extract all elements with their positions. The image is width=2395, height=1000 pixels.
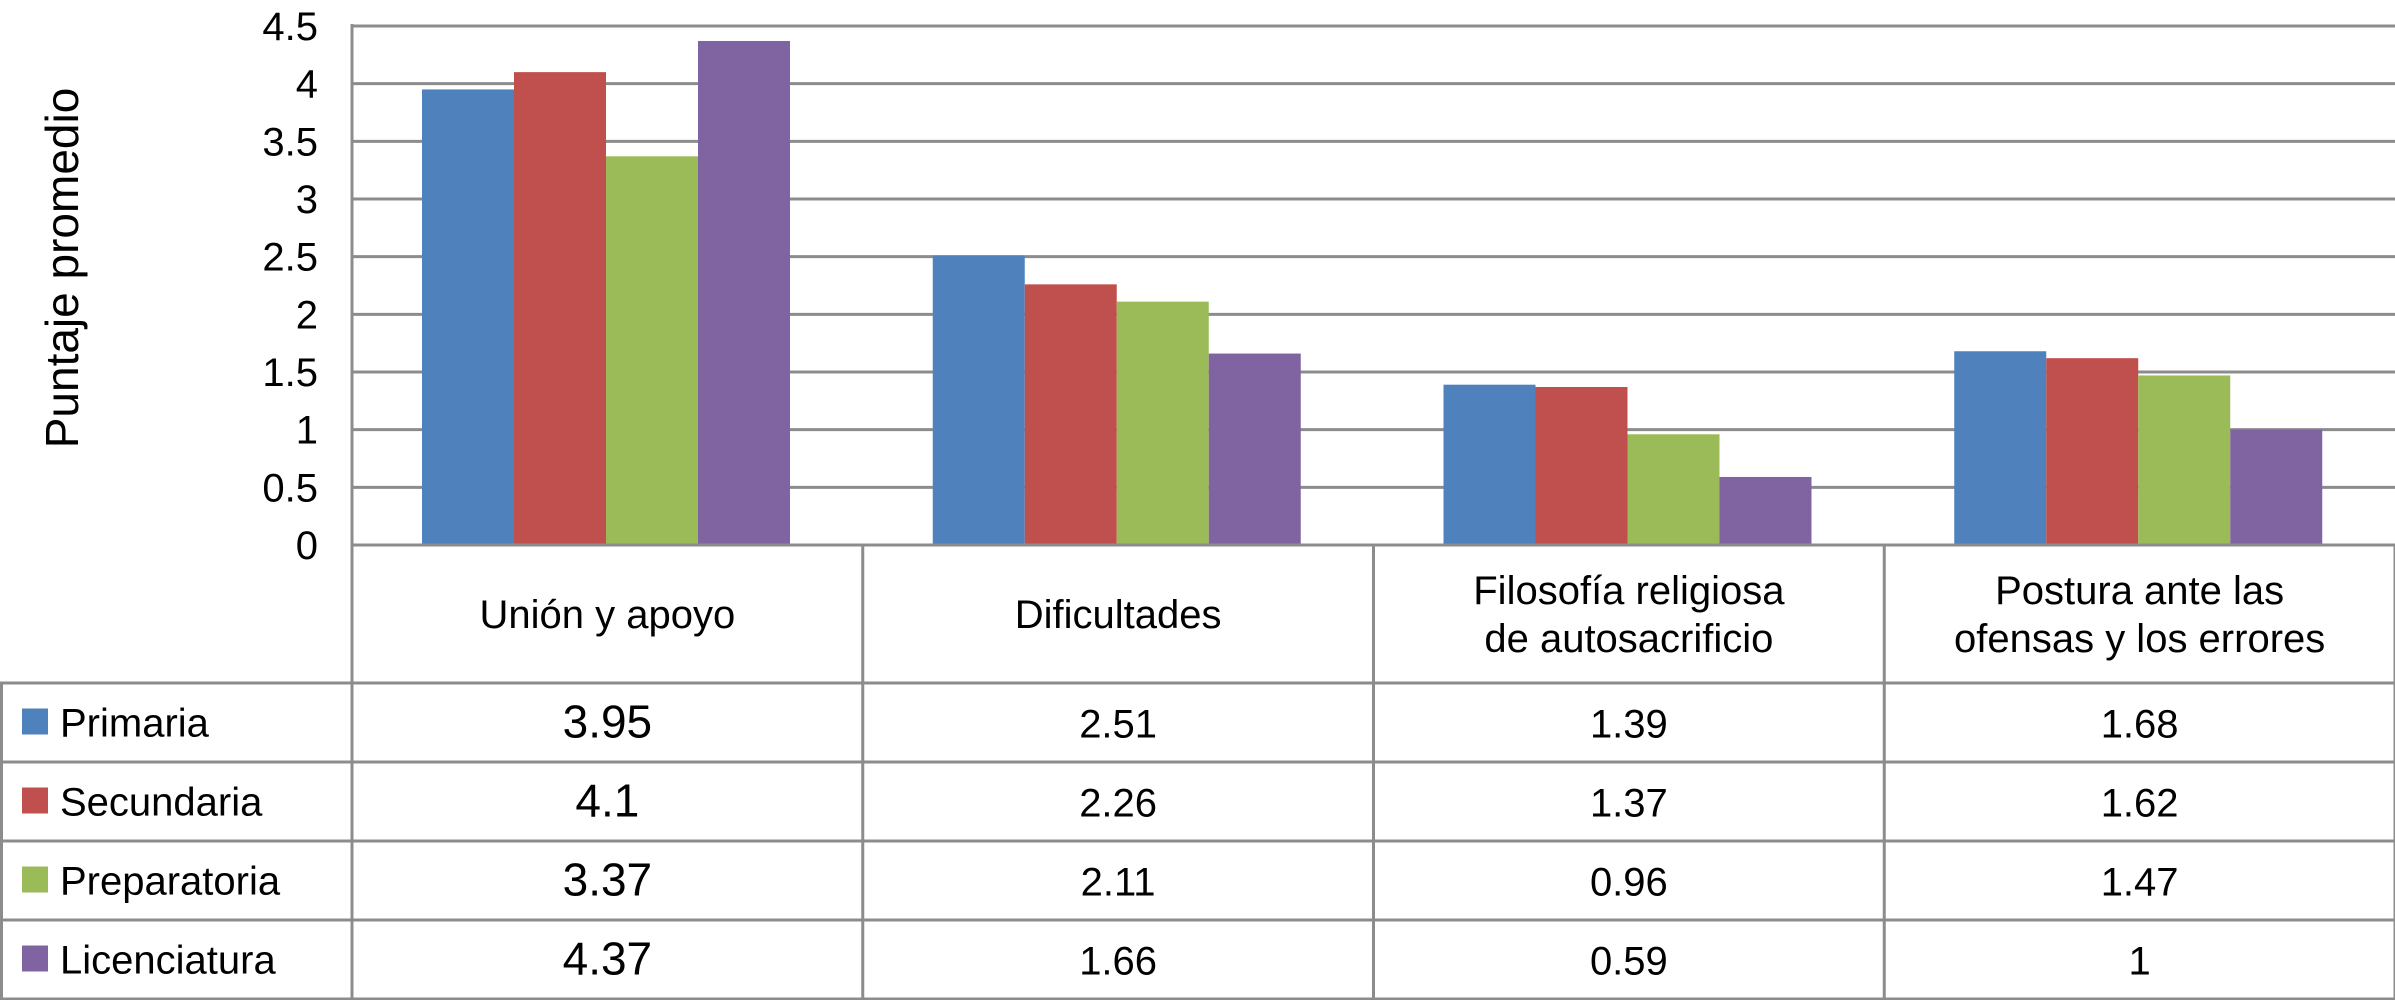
y-tick-label: 4 (296, 63, 318, 107)
y-tick-label: 0.5 (262, 466, 318, 510)
series-name: Secundaria (60, 781, 263, 825)
bar (1116, 301, 1209, 545)
y-tick-label: 1 (296, 409, 318, 453)
bar (2138, 375, 2231, 545)
data-cell-value: 1.66 (1079, 940, 1157, 984)
data-cell-value: 0.96 (1590, 861, 1668, 905)
data-cell-value: 3.95 (563, 696, 653, 748)
legend-key (22, 866, 48, 893)
data-cell-value: 1.47 (2101, 861, 2179, 905)
category-label: de autosacrificio (1484, 617, 1773, 661)
bar (2046, 358, 2139, 545)
y-tick-label: 2.5 (262, 236, 318, 280)
data-cell-value: 3.37 (563, 854, 653, 906)
bar (1443, 384, 1536, 545)
y-tick-label: 3.5 (262, 120, 318, 164)
data-cell-value: 1.39 (1590, 703, 1668, 747)
bar (514, 72, 606, 545)
data-cell-value: 0.59 (1590, 940, 1668, 984)
series-name: Preparatoria (60, 860, 281, 904)
category-label: ofensas y los errores (1954, 617, 2325, 661)
bars (422, 40, 2323, 545)
bar (606, 156, 698, 545)
data-cell-value: 1.68 (2101, 703, 2179, 747)
series-name: Licenciatura (60, 939, 276, 983)
y-tick-label: 1.5 (262, 351, 318, 395)
data-cell-value: 4.1 (575, 775, 639, 827)
data-cell-value: 2.11 (1081, 861, 1156, 905)
data-cell-value: 1 (2129, 940, 2151, 984)
data-cell-value: 1.62 (2101, 782, 2179, 826)
legend-key (22, 787, 48, 814)
category-label: Unión y apoyo (480, 593, 736, 637)
y-tick-label: 2 (296, 293, 318, 337)
bar (1208, 353, 1301, 545)
bar (1719, 476, 1812, 545)
bar (2230, 429, 2323, 545)
bar (422, 89, 514, 545)
y-tick-label: 0 (296, 524, 318, 568)
data-cell-value: 1.37 (1590, 782, 1668, 826)
bar (1024, 284, 1117, 545)
data-cell-value: 4.37 (563, 933, 653, 985)
bar (932, 255, 1025, 545)
y-tick-label: 3 (296, 178, 318, 222)
category-label: Filosofía religiosa (1473, 569, 1785, 613)
series-name: Primaria (60, 702, 210, 746)
y-axis-label: Puntaje promedio (36, 88, 88, 449)
legend-key (22, 708, 48, 735)
data-cell-value: 2.51 (1079, 703, 1157, 747)
category-label: Postura ante las (1995, 569, 2284, 613)
y-tick-label: 4.5 (262, 5, 318, 49)
bar (698, 40, 790, 545)
bar (1954, 351, 2047, 545)
data-cell-value: 2.26 (1079, 782, 1157, 826)
data-table: Unión y apoyo Dificultades Filosofía relig… (0, 543, 2395, 1000)
legend-key (22, 945, 48, 972)
category-label: Dificultades (1015, 593, 1222, 637)
bar (1627, 434, 1720, 545)
bar (1535, 386, 1628, 545)
y-axis-ticks: 0 0.5 1 1.5 2 2.5 3 3.5 4 4.5 (262, 5, 318, 568)
